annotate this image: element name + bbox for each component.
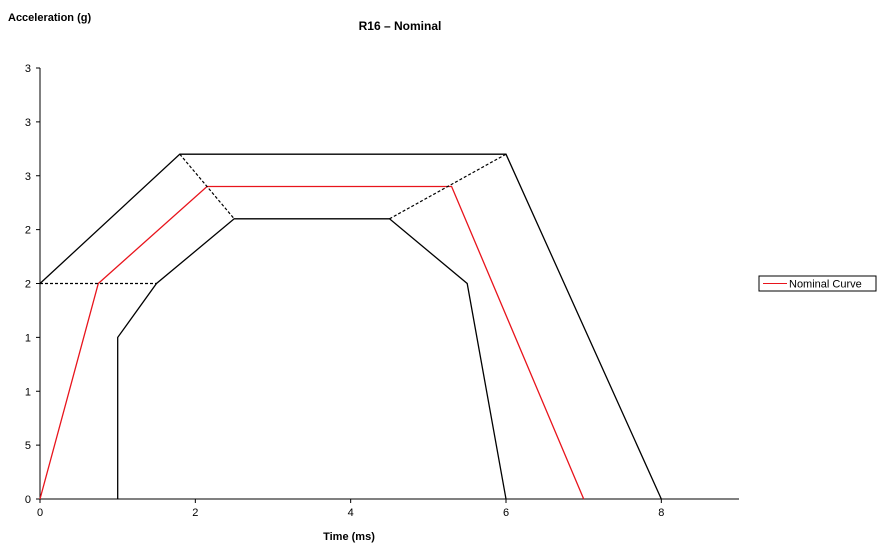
x-ticks: 0 2 4 6 8 [37, 499, 664, 519]
y-ticks: 0 5 1 1 2 2 3 3 3 [25, 63, 40, 506]
y-tick-label: 0 [25, 494, 31, 506]
y-tick-label: 1 [25, 386, 31, 398]
y-tick-label: 3 [25, 63, 31, 75]
y-axis-title: Acceleration (g) [8, 12, 91, 24]
envelope-line-1 [39, 153, 662, 500]
y-tick-label: 2 [25, 225, 31, 237]
plot-area: 0 2 4 6 8 0 5 1 1 2 2 3 3 3 [25, 63, 739, 519]
x-tick-label: 6 [503, 507, 509, 519]
legend-box [758, 275, 877, 292]
series-layer [39, 153, 662, 500]
x-axis-title: Time (ms) [323, 531, 375, 543]
y-tick-label: 1 [25, 332, 31, 344]
x-tick-label: 0 [37, 507, 43, 519]
x-tick-label: 8 [658, 507, 664, 519]
envelope-line-2 [117, 218, 507, 500]
x-tick-label: 4 [348, 507, 354, 519]
y-tick-label: 3 [25, 117, 31, 129]
y-tick-label: 2 [25, 279, 31, 291]
chart-title: R16 – Nominal [359, 19, 442, 33]
envelope-line-5 [389, 153, 507, 220]
legend: Nominal Curve [758, 275, 877, 292]
y-tick-label: 3 [25, 171, 31, 183]
envelope-line-4 [179, 153, 235, 220]
legend-label-nominal-curve: Nominal Curve [789, 279, 862, 291]
x-tick-label: 2 [192, 507, 198, 519]
series-line-nominal-curve [39, 185, 585, 500]
y-tick-label: 5 [25, 440, 31, 452]
